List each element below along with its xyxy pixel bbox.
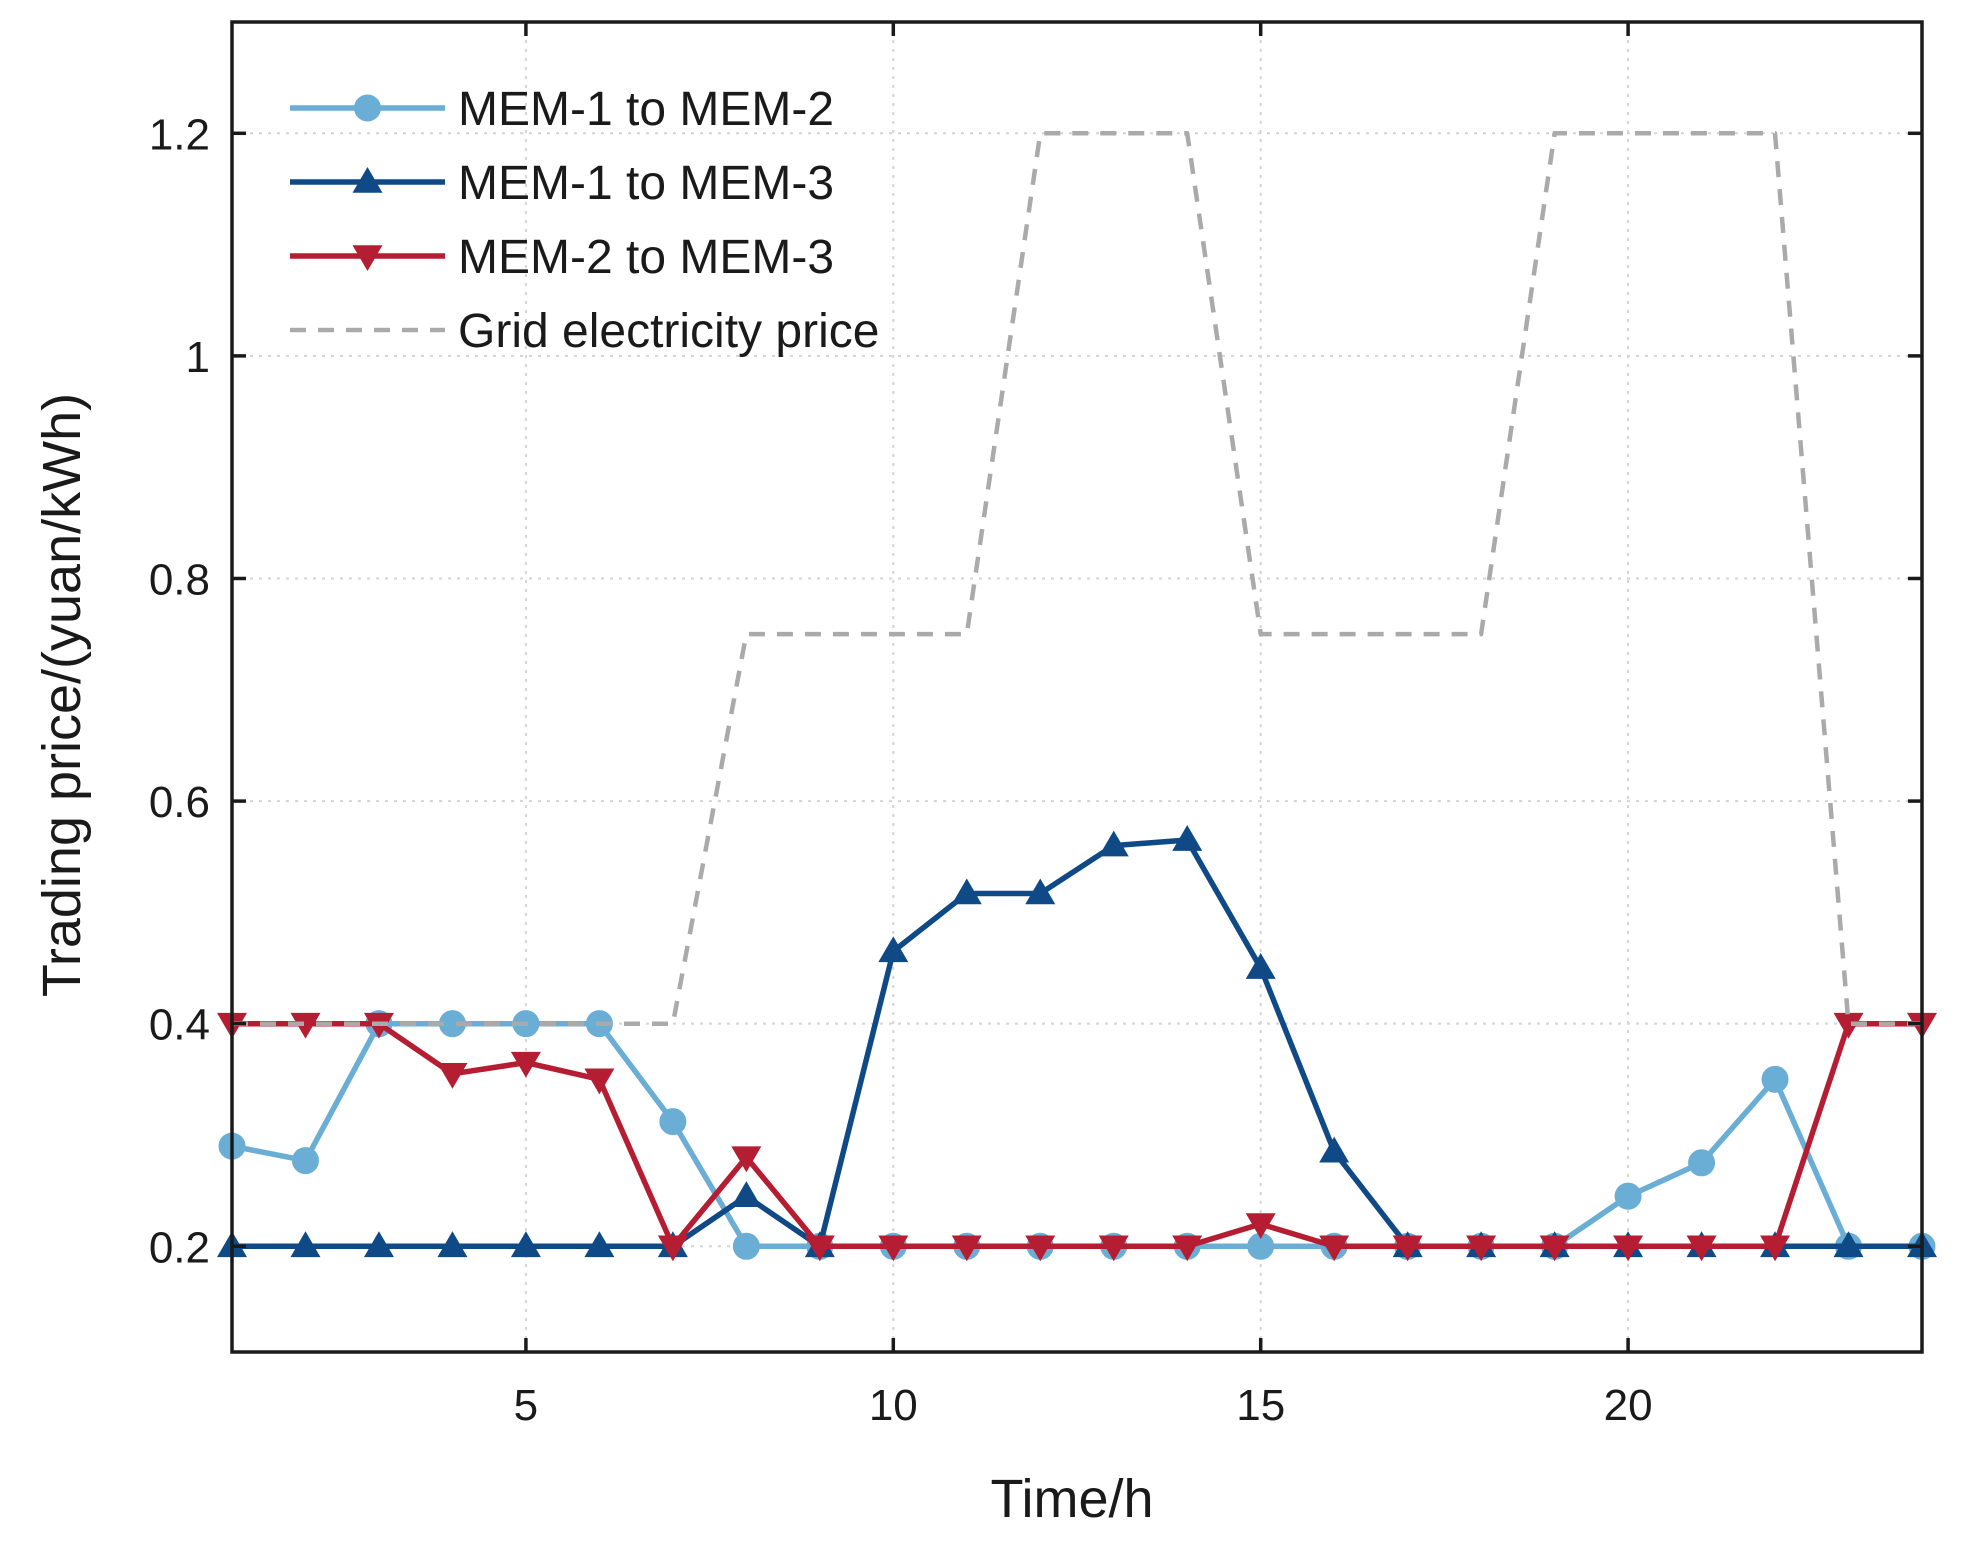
x-tick-label: 10 [869, 1381, 918, 1430]
data-point [1172, 825, 1203, 851]
y-tick-label: 0.8 [149, 555, 210, 604]
data-point [1686, 1235, 1717, 1262]
data-point [657, 1235, 688, 1262]
plot-frame [230, 20, 1924, 1354]
data-point [363, 1231, 394, 1258]
data-point [584, 1068, 615, 1095]
data-point [1833, 1231, 1864, 1258]
x-axis-title: Time/h [990, 1469, 1153, 1529]
x-tick-label: 5 [514, 1381, 538, 1430]
data-point [290, 1012, 321, 1039]
data-point [951, 1235, 982, 1262]
legend: MEM-1 to MEM-2 MEM-1 to MEM-3 MEM-2 to MEM… [290, 83, 879, 358]
y-tick-label: 1.2 [149, 110, 210, 159]
data-point [1098, 830, 1129, 857]
data-point [1613, 1235, 1644, 1262]
data-point [1245, 1213, 1276, 1240]
data-point [1760, 1235, 1791, 1262]
data-point [291, 1147, 319, 1175]
data-point [1614, 1182, 1642, 1210]
data-point [1172, 1235, 1203, 1262]
y-tick-label: 0.6 [149, 778, 210, 827]
data-point [1319, 1136, 1350, 1163]
x-tick-label: 20 [1604, 1381, 1653, 1430]
data-point [732, 1232, 760, 1260]
data-point [1539, 1235, 1570, 1262]
y-tick-label: 0.2 [149, 1223, 210, 1272]
data-point [510, 1231, 541, 1258]
data-point [1319, 1235, 1350, 1262]
axes: 5 10 15 20 0.2 0.4 0.6 0.8 1 1.2 [149, 20, 1924, 1430]
data-point [290, 1231, 321, 1258]
data-point [437, 1231, 468, 1258]
x-tick-label: 15 [1236, 1381, 1285, 1430]
data-point [951, 878, 982, 905]
data-point [1833, 1012, 1864, 1039]
series-line-3 [232, 1020, 1922, 1250]
data-point [878, 936, 909, 963]
data-point [1392, 1235, 1423, 1262]
legend-marker-1 [354, 94, 381, 122]
data-point [1761, 1065, 1789, 1093]
data-point [804, 1235, 835, 1262]
data-point [1688, 1149, 1716, 1177]
legend-label-4: Grid electricity price [458, 305, 879, 358]
data-point [1098, 1235, 1129, 1262]
data-point [510, 1051, 541, 1078]
data-point [731, 1181, 762, 1207]
y-axis-title: Trading price/(yuan/kWh) [32, 393, 92, 997]
data-point [1466, 1235, 1497, 1262]
legend-marker-2 [352, 167, 383, 193]
data-point [659, 1108, 687, 1136]
legend-label-1: MEM-1 to MEM-2 [458, 83, 834, 136]
series-line-4 [232, 131, 1922, 1026]
series-layer [217, 131, 1937, 1262]
y-tick-label: 0.4 [149, 1001, 210, 1050]
data-point [1025, 1235, 1056, 1262]
data-point [1245, 953, 1276, 979]
data-point [584, 1231, 615, 1258]
data-point [1025, 878, 1056, 905]
legend-marker-3 [352, 245, 383, 271]
legend-label-3: MEM-2 to MEM-3 [458, 231, 834, 284]
y-tick-label: 1 [186, 333, 210, 382]
data-point [731, 1146, 762, 1173]
legend-label-2: MEM-1 to MEM-3 [458, 157, 834, 210]
data-point [878, 1235, 909, 1262]
data-point [437, 1062, 468, 1089]
